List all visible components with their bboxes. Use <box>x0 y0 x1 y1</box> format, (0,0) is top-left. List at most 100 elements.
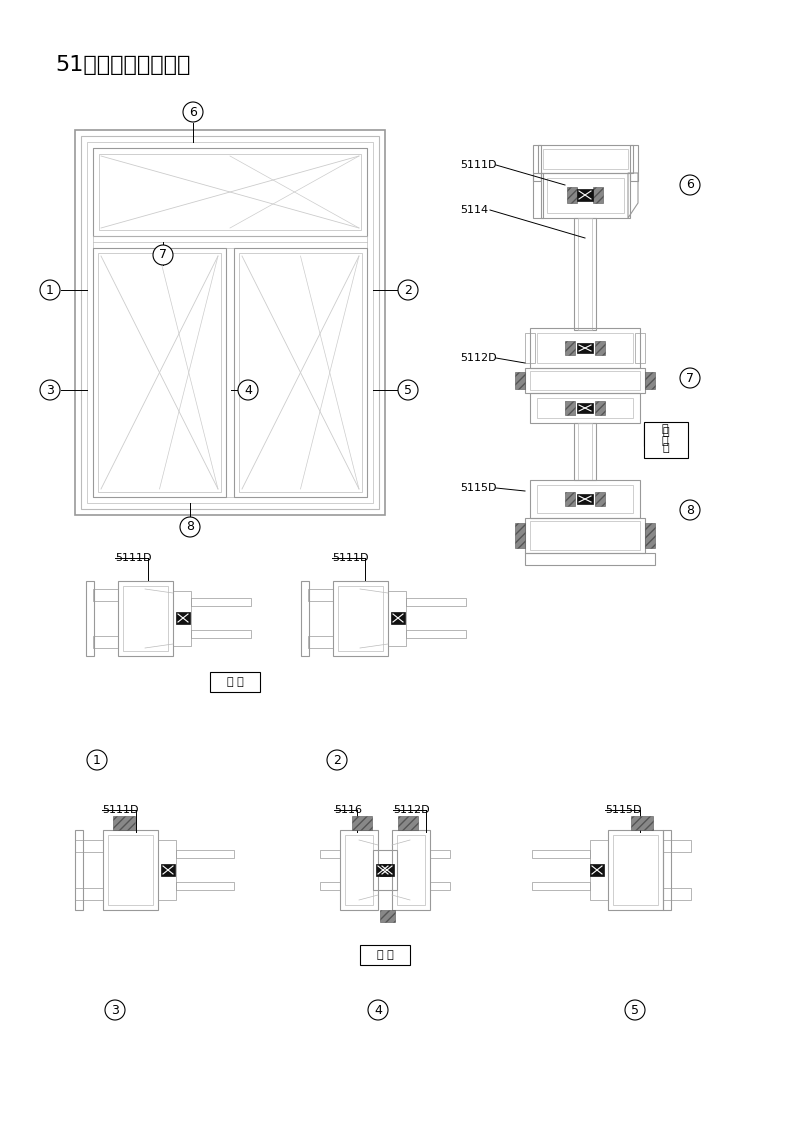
Bar <box>210 672 260 692</box>
Text: 7: 7 <box>159 249 167 261</box>
Bar <box>593 187 603 202</box>
Bar <box>338 586 383 651</box>
Bar <box>595 402 605 415</box>
Bar <box>176 851 234 858</box>
Bar <box>75 888 103 900</box>
Bar <box>75 130 385 515</box>
Bar <box>515 372 525 389</box>
Bar <box>590 864 604 877</box>
Bar <box>574 218 596 330</box>
Circle shape <box>40 380 60 400</box>
Text: 4: 4 <box>374 1003 382 1017</box>
Bar <box>577 494 593 504</box>
Bar <box>108 835 153 905</box>
Bar <box>75 840 103 852</box>
Circle shape <box>183 102 203 122</box>
Text: 室 外: 室 外 <box>377 950 394 960</box>
Circle shape <box>238 380 258 400</box>
Bar <box>320 851 340 858</box>
Bar <box>123 586 168 651</box>
Bar <box>541 173 630 218</box>
Circle shape <box>398 380 418 400</box>
Text: 6: 6 <box>189 105 197 119</box>
Text: 5111D: 5111D <box>460 159 497 170</box>
Bar <box>530 480 640 518</box>
Text: 7: 7 <box>686 371 694 385</box>
Bar <box>644 424 686 446</box>
Circle shape <box>680 500 700 520</box>
Bar <box>532 882 590 890</box>
Text: 5111D: 5111D <box>332 553 369 563</box>
Bar <box>86 581 94 656</box>
Bar <box>530 392 640 423</box>
Bar <box>533 173 543 218</box>
Bar <box>380 910 395 922</box>
Text: 8: 8 <box>686 503 694 517</box>
Bar <box>191 598 251 606</box>
Text: 2: 2 <box>333 753 341 767</box>
Bar <box>595 492 605 506</box>
Circle shape <box>368 1000 388 1020</box>
Bar <box>75 830 83 910</box>
Bar <box>173 592 191 646</box>
Bar <box>93 148 367 236</box>
Circle shape <box>40 280 60 300</box>
Circle shape <box>180 517 200 537</box>
Bar <box>530 371 640 390</box>
Bar <box>239 253 362 492</box>
Bar <box>530 521 640 550</box>
Bar <box>590 840 608 900</box>
Circle shape <box>87 750 107 770</box>
Text: 5112D: 5112D <box>460 353 497 363</box>
Text: 5115D: 5115D <box>460 483 497 493</box>
Text: 室: 室 <box>662 428 670 437</box>
Text: 2: 2 <box>404 284 412 296</box>
Text: 5111D: 5111D <box>102 805 138 815</box>
Bar <box>644 422 688 458</box>
Bar <box>103 830 158 910</box>
Bar <box>537 333 633 363</box>
Text: 8: 8 <box>186 520 194 534</box>
Circle shape <box>327 750 347 770</box>
Bar <box>345 835 373 905</box>
Bar <box>333 581 388 656</box>
Bar <box>530 328 640 368</box>
Bar <box>398 815 418 830</box>
Bar <box>608 830 663 910</box>
Bar <box>533 145 541 181</box>
Bar <box>406 630 466 638</box>
Bar <box>98 253 221 492</box>
Bar <box>565 342 575 355</box>
Bar <box>565 492 575 506</box>
Bar <box>525 553 655 566</box>
Bar <box>158 840 176 900</box>
Bar <box>574 423 596 480</box>
Bar <box>308 589 333 601</box>
Text: 5: 5 <box>404 383 412 397</box>
Bar <box>301 581 309 656</box>
Text: 1: 1 <box>46 284 54 296</box>
Bar <box>308 636 333 648</box>
Bar <box>87 143 373 503</box>
Text: 室
外: 室 外 <box>662 424 668 446</box>
Bar <box>93 636 118 648</box>
Bar <box>525 368 645 392</box>
Bar <box>663 888 691 900</box>
Text: 3: 3 <box>111 1003 119 1017</box>
Bar <box>631 815 653 830</box>
Bar <box>118 581 173 656</box>
Bar <box>538 145 633 173</box>
Bar <box>360 946 410 965</box>
Circle shape <box>398 280 418 300</box>
Bar <box>113 815 135 830</box>
Text: 外: 外 <box>662 443 670 454</box>
Bar <box>537 398 633 418</box>
Text: 5: 5 <box>631 1003 639 1017</box>
Text: 5114: 5114 <box>460 205 488 215</box>
Bar <box>176 882 234 890</box>
Bar <box>595 342 605 355</box>
Circle shape <box>680 368 700 388</box>
Bar <box>320 882 340 890</box>
Bar <box>93 589 118 601</box>
Bar <box>161 864 175 877</box>
